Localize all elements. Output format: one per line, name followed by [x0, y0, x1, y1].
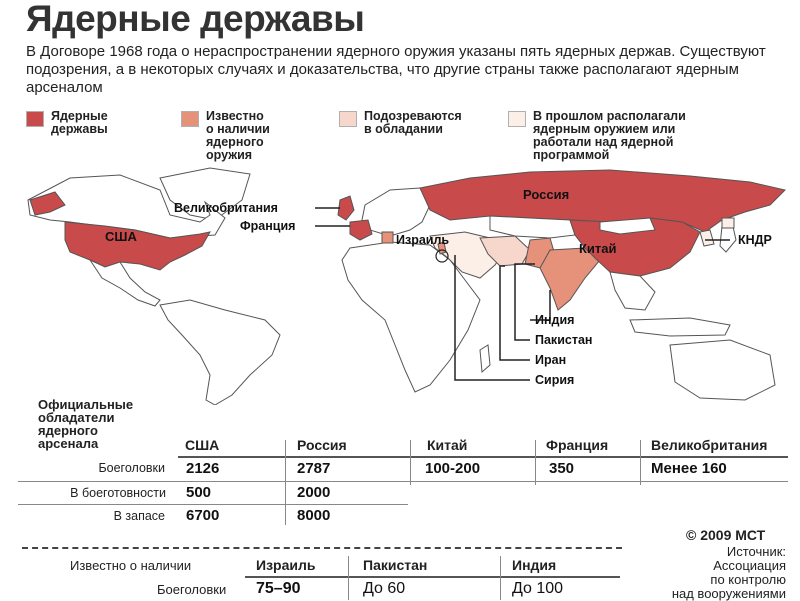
map-madagascar	[479, 344, 491, 374]
map-label-dprk: КНДР	[738, 233, 772, 247]
known-cell: До 100	[512, 580, 564, 597]
map-south-america	[159, 299, 281, 405]
official-col-usa: США	[185, 437, 220, 453]
israel-circle	[435, 249, 449, 263]
official-col-divider	[535, 440, 536, 485]
known-cell: 75–90	[256, 580, 301, 597]
section-divider	[22, 547, 622, 549]
official-cell: 2787	[297, 460, 331, 477]
official-cell: 6700	[186, 507, 220, 524]
map-label-china: Китай	[579, 241, 617, 256]
legend-swatch-past	[508, 111, 526, 127]
map-label-france: Франция	[240, 219, 296, 233]
legend-swatch-suspected	[339, 111, 357, 127]
map-label-iran: Иран	[535, 353, 567, 367]
map-label-usa: США	[105, 229, 137, 244]
official-table-title: Официальные обладатели ядерного арсенала	[38, 397, 134, 451]
known-col-india: Индия	[512, 557, 557, 573]
legend-item-suspected: Подозреваются в обладании	[339, 110, 462, 136]
official-col-divider	[285, 440, 286, 525]
legend-label-nuclear: Ядерные державы	[51, 109, 108, 136]
pointer-iran	[499, 265, 530, 361]
official-cell: Менее 160	[651, 460, 727, 477]
official-col-divider	[410, 440, 411, 485]
official-row-label-warheads: Боеголовки	[98, 461, 165, 475]
known-row-label-warheads: Боеголовки	[157, 582, 227, 597]
known-table-title: Известно о наличии	[70, 558, 192, 573]
map-dprk-swatch	[721, 217, 735, 229]
legend-label-known: Известно о наличии ядерного оружия	[206, 109, 270, 162]
pointer-pakistan	[514, 263, 535, 341]
map-central-asia	[489, 215, 576, 239]
official-col-china: Китай	[427, 437, 468, 453]
official-cell: 2126	[186, 460, 220, 477]
official-col-uk: Великобритания	[651, 437, 768, 453]
official-col-france: Франция	[546, 437, 609, 453]
map-label-uk: Великобритания	[174, 201, 278, 215]
map-label-israel: Израиль	[396, 233, 450, 247]
world-map	[27, 167, 786, 405]
known-header-rule	[245, 576, 620, 578]
map-israel-swatch	[381, 231, 394, 244]
map-canada	[27, 174, 226, 239]
source-note: Источник: Ассоциация по контролю над воо…	[671, 544, 786, 601]
official-cell: 8000	[297, 507, 331, 524]
legend-item-nuclear: Ядерные державы	[26, 110, 108, 136]
map-uk	[337, 195, 355, 221]
pointer-syria	[454, 255, 530, 381]
map-france	[349, 219, 373, 241]
known-col-divider	[348, 556, 349, 600]
legend-label-past: В прошлом располагали ядерным оружием ил…	[533, 109, 686, 162]
intro-text: В Договоре 1968 года о нераспространении…	[26, 43, 766, 96]
map-europe	[361, 187, 431, 237]
copyright: © 2009 МСТ	[686, 527, 766, 543]
map-label-pakistan: Пакистан	[535, 333, 593, 347]
known-col-israel: Израиль	[256, 557, 316, 573]
map-dprk	[699, 229, 715, 247]
map-india	[539, 247, 601, 311]
known-col-pakistan: Пакистан	[363, 557, 428, 573]
map-usa	[64, 221, 211, 271]
official-cell: 350	[549, 460, 575, 477]
official-cell: 2000	[297, 484, 331, 501]
official-cell: 500	[186, 484, 212, 501]
known-col-divider	[500, 556, 501, 600]
map-mexico	[88, 258, 161, 307]
pointer-india	[530, 290, 551, 321]
map-label-syria: Сирия	[535, 373, 575, 387]
legend-swatch-nuclear	[26, 111, 44, 127]
official-cell: 100-200	[425, 460, 481, 477]
official-row-label-reserve: В запасе	[113, 509, 165, 523]
map-indonesia	[629, 317, 731, 337]
official-row-label-ready: В боеготовности	[70, 486, 166, 500]
legend-swatch-known	[181, 111, 199, 127]
official-col-russia: Россия	[297, 437, 347, 453]
legend-label-suspected: Подозреваются в обладании	[364, 109, 462, 136]
legend-item-past: В прошлом располагали ядерным оружием ил…	[508, 110, 686, 162]
map-se-asia	[609, 271, 656, 311]
official-header-rule	[178, 456, 788, 458]
page-title: Ядерные державы	[26, 0, 365, 39]
legend-item-known: Известно о наличии ядерного оружия	[181, 110, 270, 162]
map-greenland	[159, 167, 251, 221]
official-row-rule	[18, 504, 408, 505]
known-cell: До 60	[363, 580, 406, 597]
map-australia	[669, 339, 776, 401]
map-label-russia: Россия	[523, 187, 570, 202]
map-label-india: Индия	[535, 313, 575, 327]
official-col-divider	[640, 440, 641, 485]
map-alaska	[29, 191, 66, 216]
official-row-rule	[18, 481, 788, 482]
map-mongolia	[599, 217, 656, 235]
